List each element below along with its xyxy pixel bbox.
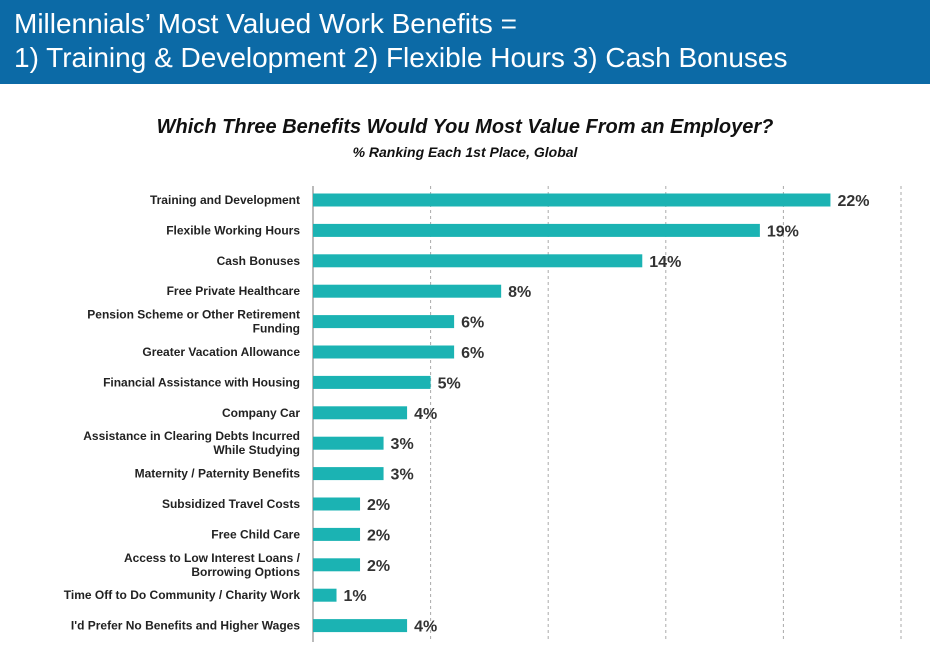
data-label: 8% [508,284,531,301]
data-label: 6% [461,315,484,332]
data-label: 5% [438,375,461,392]
chart-subtitle: % Ranking Each 1st Place, Global [352,144,578,160]
data-label: 19% [767,223,799,240]
category-label: Company Car [222,406,300,420]
bar [313,345,455,359]
category-label: Cash Bonuses [217,254,301,268]
category-label: Assistance in Clearing Debts Incurred [83,429,300,443]
category-label: Free Child Care [211,527,300,541]
category-label: Access to Low Interest Loans / [124,551,301,565]
data-label: 3% [391,467,414,484]
category-label: Funding [253,322,300,336]
bar [313,619,408,633]
data-label: 2% [367,527,390,544]
bar [313,406,408,420]
category-label: Financial Assistance with Housing [103,375,300,389]
data-label: 22% [837,193,869,210]
data-label: 6% [461,345,484,362]
category-label: Time Off to Do Community / Charity Work [64,588,301,602]
bar [313,375,431,389]
chart-title: Which Three Benefits Would You Most Valu… [156,116,774,138]
category-label: While Studying [213,443,300,457]
category-label: Flexible Working Hours [166,223,300,237]
category-label: Training and Development [150,193,300,207]
bar [313,223,760,237]
bar [313,436,384,450]
category-label: I'd Prefer No Benefits and Higher Wages [71,619,300,633]
bar [313,497,361,511]
banner-title-line-1: Millennials’ Most Valued Work Benefits = [14,8,517,39]
category-label: Maternity / Paternity Benefits [135,467,301,481]
banner-title-line-2: 1) Training & Development 2) Flexible Ho… [14,42,788,73]
data-label: 2% [367,558,390,575]
category-label: Greater Vacation Allowance [142,345,300,359]
data-label: 4% [414,406,437,423]
bar [313,254,643,268]
bar [313,558,361,572]
data-label: 4% [414,619,437,636]
bar [313,284,502,298]
category-label: Free Private Healthcare [167,284,301,298]
category-label: Pension Scheme or Other Retirement [87,308,300,322]
data-label: 14% [649,254,681,271]
category-label: Subsidized Travel Costs [162,497,300,511]
bar [313,527,361,541]
title-banner: Millennials’ Most Valued Work Benefits =… [0,0,930,84]
bar [313,467,384,481]
bar [313,588,337,602]
category-label: Borrowing Options [191,565,300,579]
data-label: 1% [344,588,367,605]
data-label: 2% [367,497,390,514]
data-label: 3% [391,436,414,453]
bar [313,193,831,207]
bar [313,315,455,329]
